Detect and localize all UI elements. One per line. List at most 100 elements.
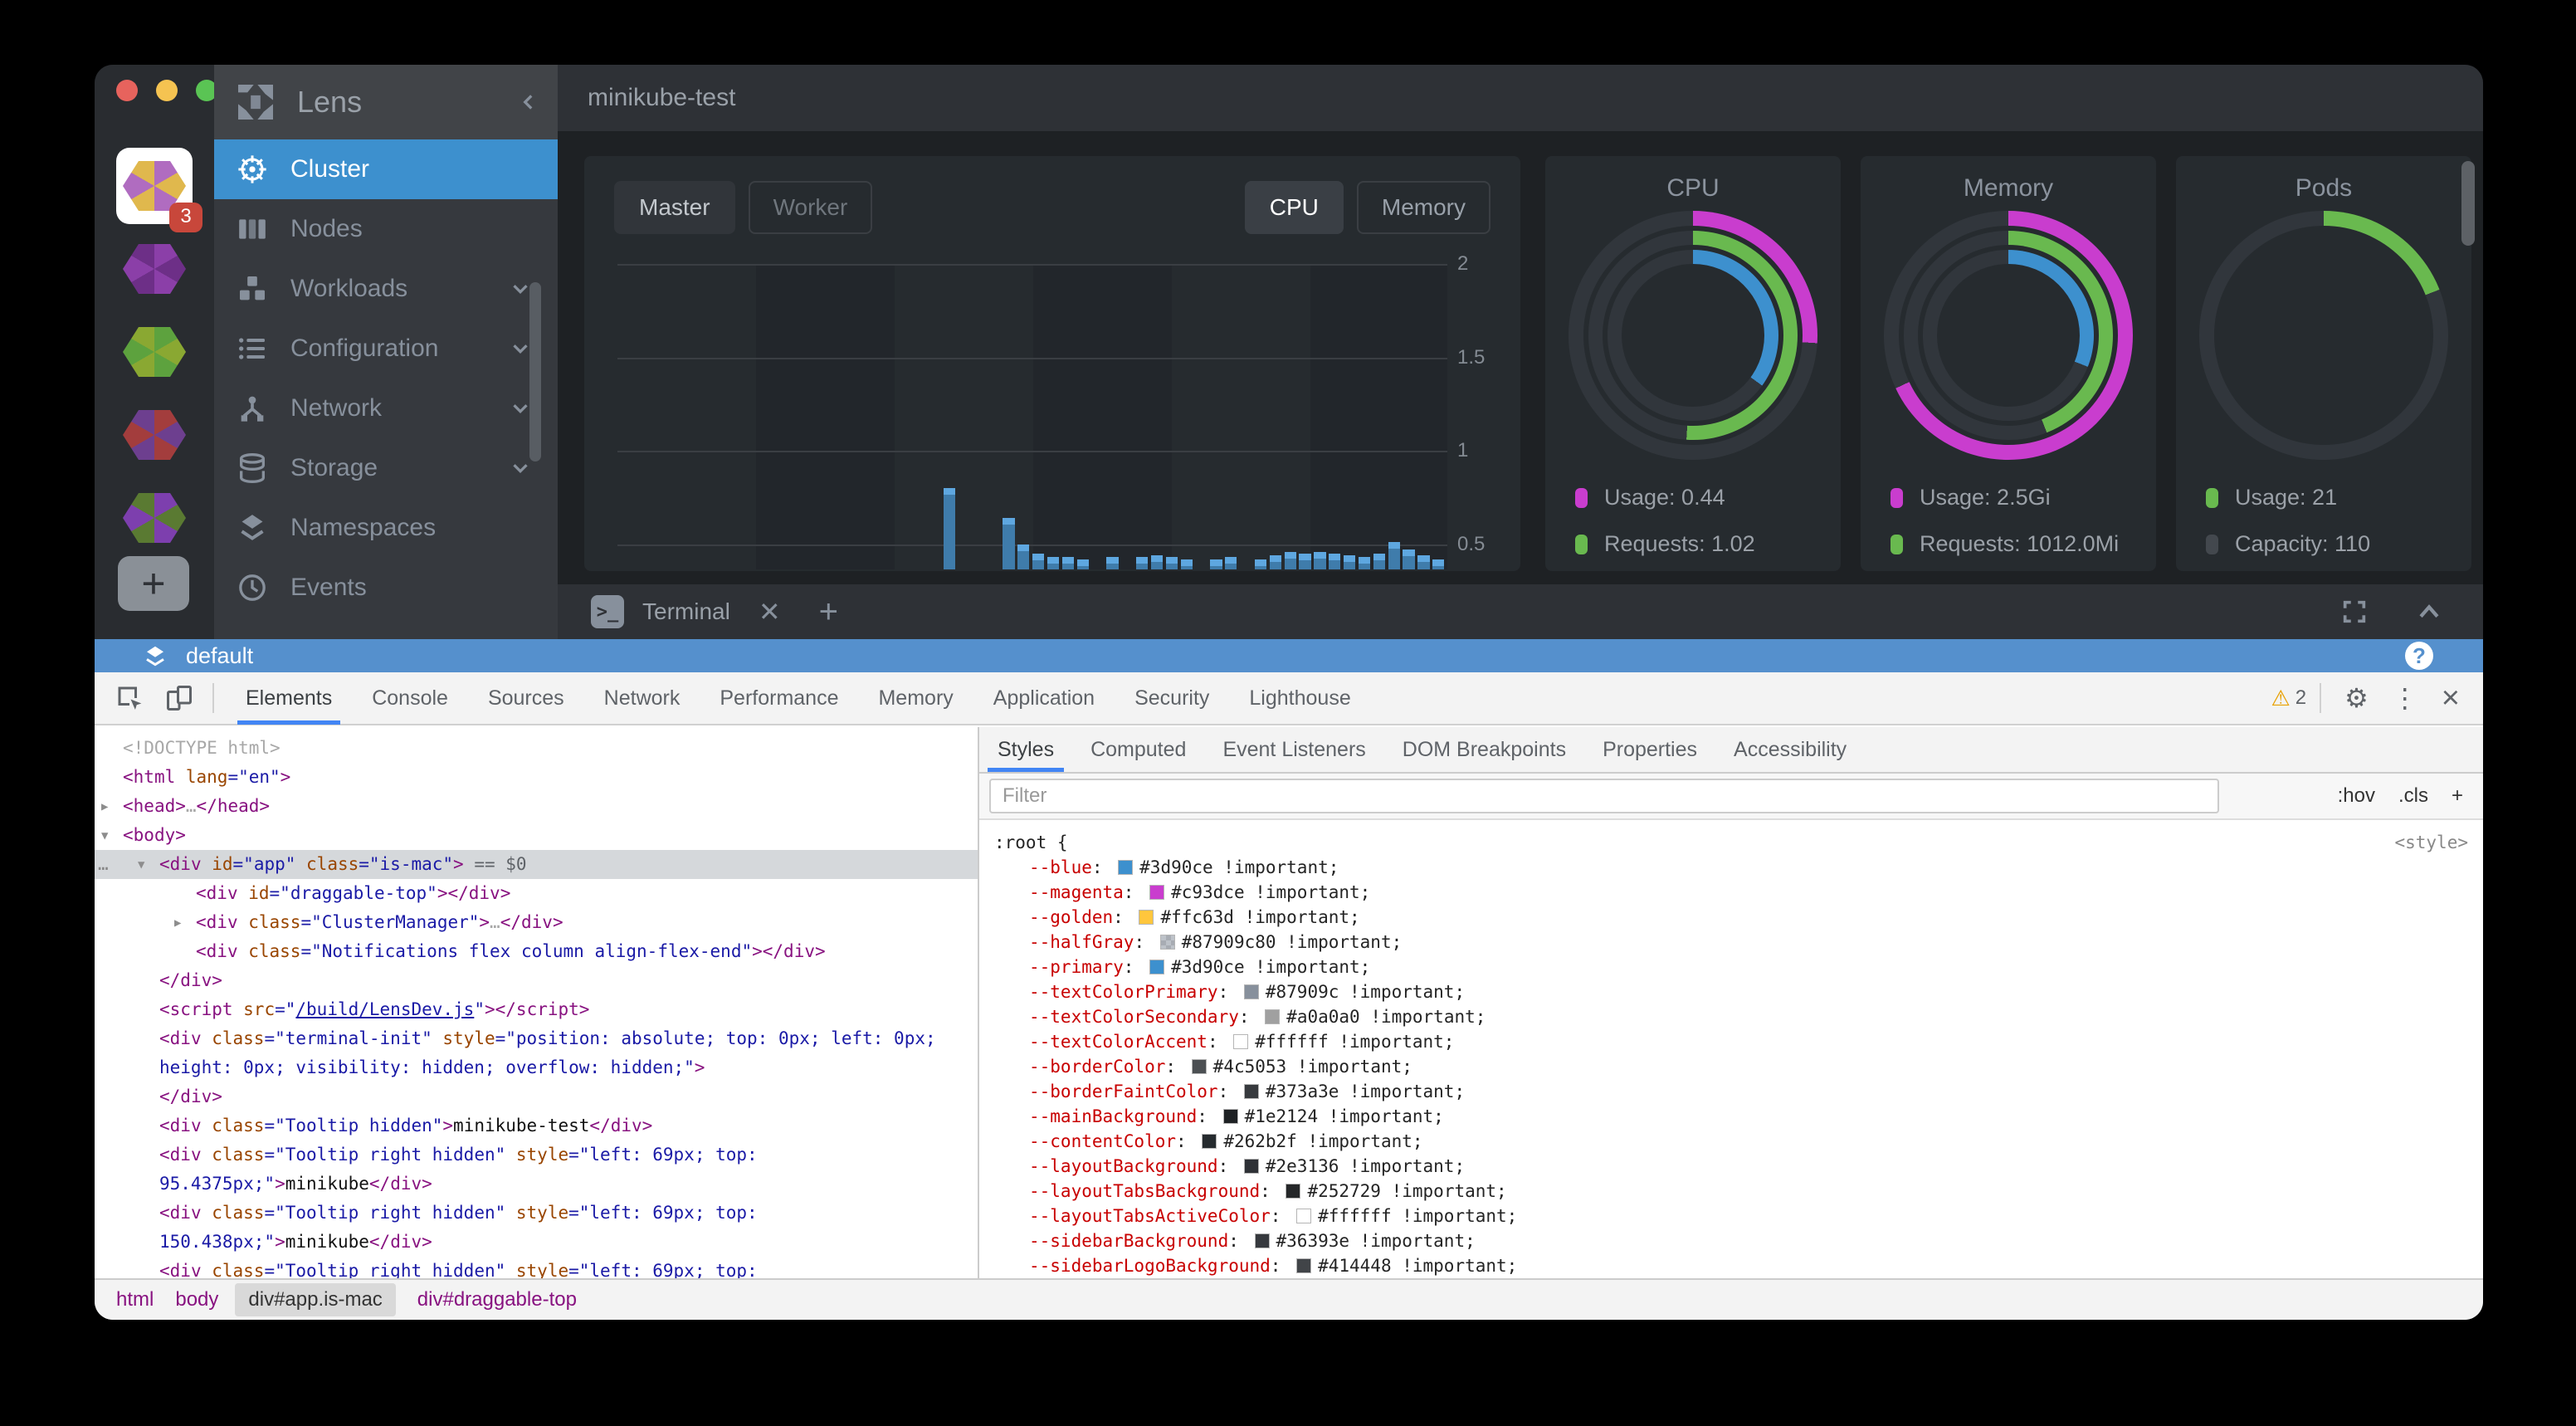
styles-tab-accessibility[interactable]: Accessibility (1734, 737, 1847, 761)
devtools-tab-console[interactable]: Console (372, 686, 448, 710)
color-swatch[interactable] (1149, 885, 1165, 900)
cluster-item[interactable] (95, 393, 214, 476)
sidebar-collapse-icon[interactable] (518, 91, 539, 113)
styles-tab-properties[interactable]: Properties (1603, 737, 1698, 761)
dom-node-line[interactable]: <div class="Notifications flex column al… (196, 941, 826, 961)
elements-tree[interactable]: <!DOCTYPE html> <html lang="en"> ▶ <head>…<… (95, 727, 979, 1278)
more-options-icon[interactable]: ⋮ (2391, 683, 2418, 713)
color-swatch[interactable] (1222, 1109, 1238, 1124)
pseudo-toggle[interactable]: + (2451, 784, 2463, 807)
css-variable[interactable]: --halfGray: #87909c80 !important; (1029, 932, 1403, 952)
styles-filter-input[interactable] (989, 779, 2219, 813)
sidebar-item-configuration[interactable]: Configuration (214, 319, 558, 378)
css-variable[interactable]: --magenta: #c93dce !important; (1029, 882, 1371, 902)
css-variable[interactable]: --primary: #3d90ce !important; (1029, 957, 1371, 977)
tab-worker[interactable]: Worker (748, 181, 873, 234)
styles-tab-styles[interactable]: Styles (979, 727, 1072, 772)
terminal-expand-icon[interactable] (2415, 598, 2443, 626)
pseudo-toggle[interactable]: .cls (2398, 784, 2428, 807)
color-swatch[interactable] (1243, 1084, 1259, 1099)
color-swatch[interactable] (1243, 1159, 1259, 1174)
expand-arrow-icon[interactable]: ▶ (101, 800, 109, 813)
color-swatch[interactable] (1118, 860, 1134, 875)
settings-gear-icon[interactable]: ⚙ (2344, 683, 2369, 713)
sidebar-item-cluster[interactable]: Cluster (214, 139, 558, 199)
tab-master[interactable]: Master (614, 181, 735, 234)
pseudo-toggle[interactable]: :hov (2337, 784, 2375, 807)
warning-icon[interactable]: ⚠ (2271, 685, 2291, 711)
terminal-tab[interactable]: Terminal (642, 598, 730, 624)
cluster-item[interactable] (95, 227, 214, 310)
dom-node-line[interactable]: ▶ <head>…</head> (95, 792, 978, 821)
styles-tab-event-listeners[interactable]: Event Listeners (1222, 737, 1366, 761)
device-toolbar-icon[interactable] (164, 683, 194, 713)
dom-node-line[interactable]: <html lang="en"> (123, 767, 291, 787)
breadcrumb-item[interactable]: div#draggable-top (417, 1288, 577, 1311)
color-swatch[interactable] (1296, 1258, 1312, 1273)
sidebar-item-nodes[interactable]: Nodes (214, 199, 558, 259)
collapse-arrow-icon[interactable]: ▼ (138, 858, 145, 872)
css-variable[interactable]: --layoutTabsActiveColor: #ffffff !import… (1029, 1206, 1518, 1226)
css-variable[interactable]: --textColorPrimary: #87909c !important; (1029, 982, 1466, 1002)
collapse-arrow-icon[interactable]: ▼ (101, 829, 109, 842)
expand-arrow-icon[interactable]: ▶ (174, 916, 182, 930)
css-variable[interactable]: --borderFaintColor: #373a3e !important; (1029, 1082, 1466, 1101)
dom-node-line[interactable]: <div class="Tooltip right hidden" style=… (159, 1203, 768, 1252)
devtools-tab-lighthouse[interactable]: Lighthouse (1249, 686, 1351, 710)
sidebar-item-network[interactable]: Network (214, 378, 558, 438)
css-variable[interactable]: --mainBackground: #1e2124 !important; (1029, 1106, 1444, 1126)
devtools-tab-performance[interactable]: Performance (720, 686, 839, 710)
devtools-tab-security[interactable]: Security (1134, 686, 1210, 710)
css-variable[interactable]: --sidebarLogoBackground: #414448 !import… (1029, 1256, 1518, 1276)
devtools-close-icon[interactable]: × (2441, 680, 2460, 715)
css-variable[interactable]: --borderColor: #4c5053 !important; (1029, 1057, 1412, 1077)
dom-node-line[interactable]: </div> (159, 970, 222, 990)
terminal-fullscreen-icon[interactable] (2340, 598, 2369, 626)
help-icon[interactable]: ? (2405, 642, 2433, 670)
dom-node-line[interactable]: </div> (159, 1087, 222, 1106)
color-swatch[interactable] (1233, 1034, 1249, 1049)
dom-node-line[interactable]: <div class="Tooltip hidden">minikube-tes… (159, 1116, 653, 1135)
zoom-window-button[interactable] (196, 80, 217, 101)
dom-node-line[interactable]: <div id="draggable-top"></div> (196, 883, 511, 903)
styles-tab-dom-breakpoints[interactable]: DOM Breakpoints (1402, 737, 1567, 761)
devtools-tab-memory[interactable]: Memory (878, 686, 954, 710)
color-swatch[interactable] (1202, 1134, 1217, 1149)
css-variable[interactable]: --contentColor: #262b2f !important; (1029, 1131, 1423, 1151)
devtools-tab-elements[interactable]: Elements (226, 671, 352, 725)
dom-node-line[interactable]: <!DOCTYPE html> (123, 738, 281, 758)
toggle-cpu[interactable]: CPU (1244, 181, 1344, 234)
css-variable[interactable]: --layoutTabsBackground: #252729 !importa… (1029, 1181, 1507, 1201)
minimize-window-button[interactable] (156, 80, 178, 101)
devtools-titlebar[interactable]: default ? (95, 639, 2483, 672)
css-variable[interactable]: --golden: #ffc63d !important; (1029, 907, 1360, 927)
dom-node-line[interactable]: ▼ <body> (95, 821, 978, 850)
breadcrumb-item[interactable]: body (175, 1288, 219, 1311)
inspect-element-icon[interactable] (115, 683, 144, 713)
close-window-button[interactable] (116, 80, 138, 101)
color-swatch[interactable] (1243, 984, 1259, 999)
devtools-tab-application[interactable]: Application (993, 686, 1095, 710)
css-variable[interactable]: --layoutBackground: #2e3136 !important; (1029, 1156, 1466, 1176)
color-swatch[interactable] (1296, 1209, 1312, 1223)
cluster-item[interactable] (95, 310, 214, 393)
dom-node-line[interactable]: <div class="Tooltip right hidden" style=… (159, 1145, 768, 1194)
dom-node-line[interactable]: <script src="/build/LensDev.js"></script… (159, 999, 590, 1019)
toggle-memory[interactable]: Memory (1356, 181, 1490, 234)
rule-origin[interactable]: <style> (2394, 833, 2468, 852)
sidebar-scrollbar[interactable] (529, 282, 541, 461)
color-swatch[interactable] (1159, 935, 1175, 950)
dom-node-line[interactable]: <div class="Tooltip right hidden" style=… (159, 1261, 758, 1278)
sidebar-item-namespaces[interactable]: Namespaces (214, 498, 558, 558)
css-variable[interactable]: --textColorSecondary: #a0a0a0 !important… (1029, 1007, 1486, 1027)
css-variable[interactable]: --sidebarBackground: #36393e !important; (1029, 1231, 1476, 1251)
breadcrumb-item[interactable]: div#app.is-mac (235, 1283, 396, 1316)
css-rules[interactable]: :root { <style> --blue: #3d90ce !importa… (979, 820, 2483, 1278)
sidebar-item-storage[interactable]: Storage (214, 438, 558, 498)
color-swatch[interactable] (1191, 1059, 1207, 1074)
cluster-item[interactable]: 3 (95, 144, 214, 232)
color-swatch[interactable] (1149, 960, 1165, 974)
styles-tab-computed[interactable]: Computed (1090, 737, 1187, 761)
css-variable[interactable]: --textColorAccent: #ffffff !important; (1029, 1032, 1455, 1052)
content-scrollbar[interactable] (2461, 161, 2475, 246)
